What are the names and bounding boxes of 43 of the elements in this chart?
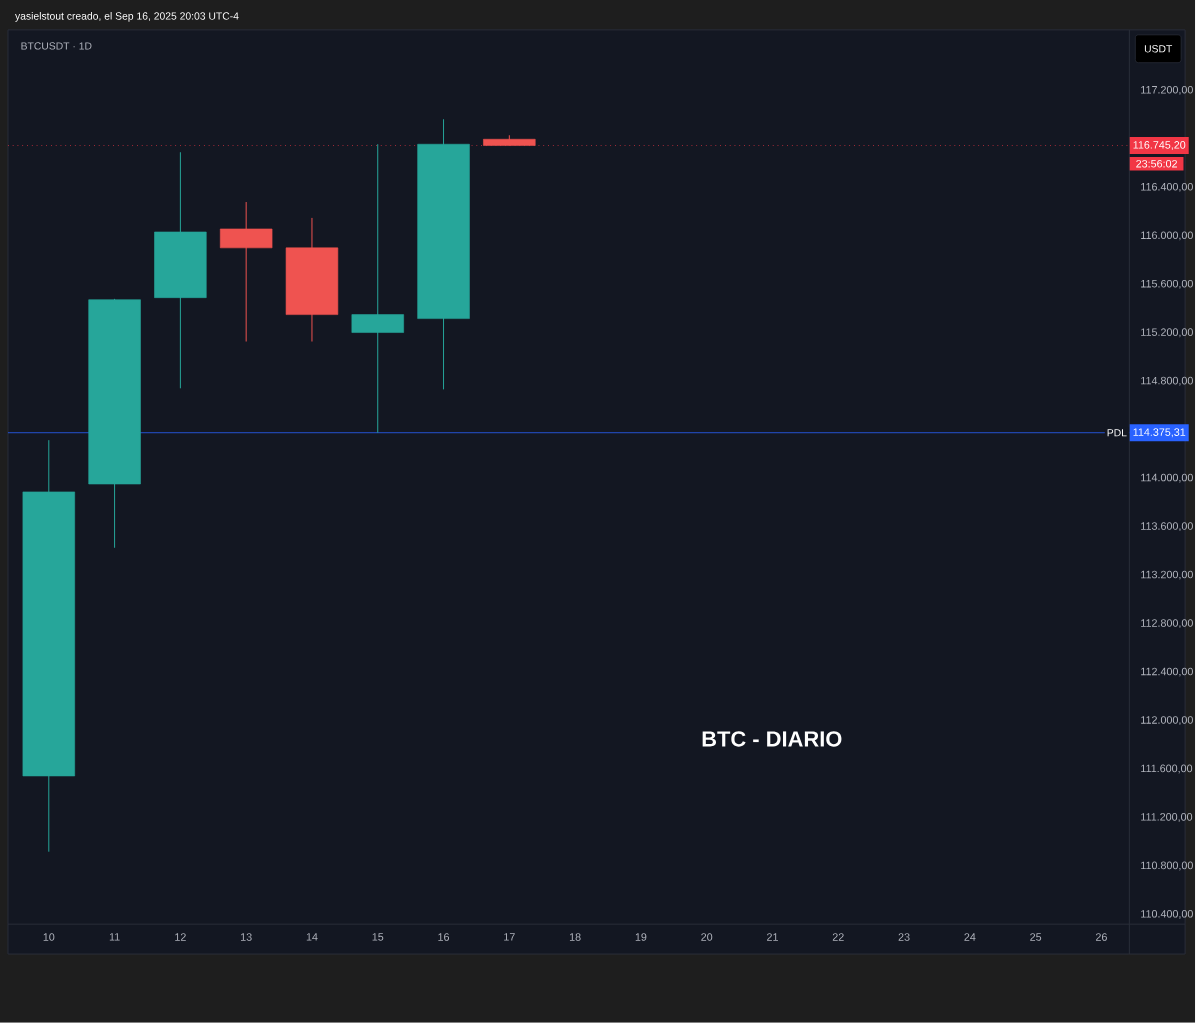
- x-tick-label: 18: [569, 933, 581, 941]
- x-tick-label: 13: [241, 933, 252, 941]
- annotation: USDT: [1144, 45, 1173, 53]
- y-tick-label: 110.400,00: [1141, 910, 1193, 920]
- y-tick-label: 111.200,00: [1141, 813, 1193, 823]
- y-tick-label: 113.200,00: [1141, 570, 1193, 580]
- x-tick-label: 14: [306, 933, 318, 941]
- x-tick-label: 22: [832, 933, 844, 941]
- x-tick-label: 10: [43, 933, 55, 941]
- y-tick-label: 114.000,00: [1141, 473, 1193, 483]
- y-tick-label: 112.400,00: [1141, 667, 1193, 677]
- y-tick-label: 114.800,00: [1141, 376, 1193, 386]
- x-tick-label: 20: [701, 933, 713, 941]
- x-tick-label: 23: [898, 933, 910, 941]
- annotation: 114.375,31: [1133, 428, 1186, 438]
- y-tick-label: 115.200,00: [1141, 328, 1193, 338]
- candlestick: [351, 143, 404, 434]
- y-tick-label: 110.800,00: [1141, 861, 1193, 871]
- y-tick-label: 116.400,00: [1141, 183, 1193, 192]
- annotation: 116.745,20: [1133, 141, 1186, 151]
- text: BTCUSDT · 1D: [21, 42, 92, 50]
- x-tick-label: 19: [635, 933, 647, 941]
- text: yasielstout creado, el Sep 16, 2025 20:03 UTC-4: [15, 12, 239, 22]
- y-tick-label: 112.000,00: [1141, 716, 1193, 726]
- y-tick-label: 115.600,00: [1141, 280, 1193, 289]
- y-tick-label: 116.000,00: [1141, 231, 1193, 241]
- x-tick-label: 16: [438, 933, 450, 941]
- x-tick-label: 11: [109, 933, 120, 941]
- x-tick-label: 15: [372, 933, 384, 941]
- x-tick-label: 26: [1095, 933, 1107, 941]
- x-tick-label: 24: [964, 933, 976, 941]
- y-tick-label: 117.200,00: [1141, 86, 1193, 95]
- y-tick-label: 112.800,00: [1141, 619, 1193, 629]
- y-tick-label: 113.600,00: [1141, 522, 1193, 532]
- annotation: 23:56:02: [1136, 160, 1177, 168]
- y-tick-label: 111.600,00: [1141, 764, 1193, 774]
- ref-line-label: PDL: [1107, 429, 1127, 437]
- x-tick-label: 25: [1030, 933, 1042, 941]
- annotation: BTC - DIARIO: [702, 731, 842, 747]
- x-tick-label: 17: [504, 933, 515, 941]
- x-tick-label: 12: [175, 933, 186, 941]
- x-tick-label: 21: [767, 933, 778, 941]
- candlestick: [219, 201, 273, 343]
